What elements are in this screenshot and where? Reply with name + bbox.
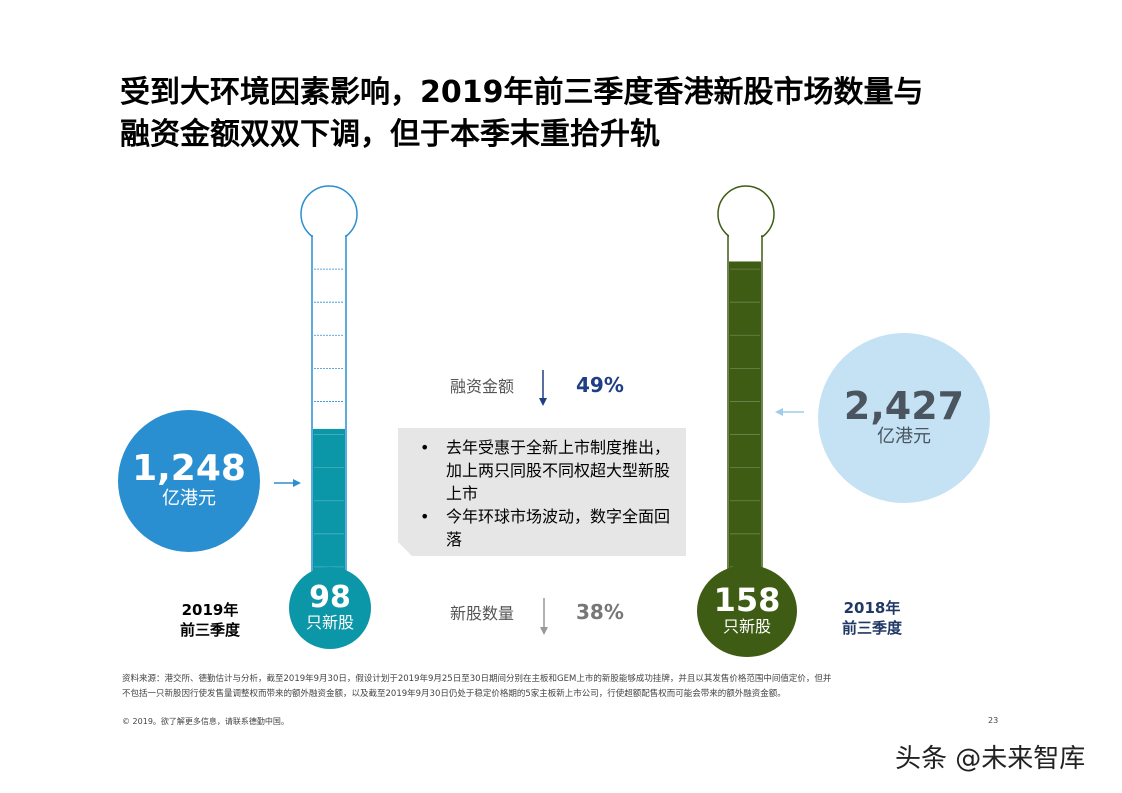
footnote-line-1: 资料来源：港交所、德勤估计与分析，截至2019年9月30日，假设计划于2019年… bbox=[122, 674, 832, 684]
ipo-count-bulb-2019: 98 只新股 bbox=[289, 567, 371, 649]
ipo-count-bulb-2018: 158 只新股 bbox=[697, 565, 797, 657]
count-change: 新股数量 38% bbox=[450, 600, 624, 624]
ipo-count-2019: 98 bbox=[309, 579, 351, 615]
count-change-value: 38% bbox=[576, 600, 624, 624]
funds-unit-2019: 亿港元 bbox=[162, 488, 216, 510]
ipo-count-unit-2018: 只新股 bbox=[722, 617, 771, 637]
watermark: 头条 @未来智库 bbox=[895, 744, 1086, 774]
funds-circle-2019: 1,248 亿港元 bbox=[118, 410, 260, 552]
source-footnote: 资料来源：港交所、德勤估计与分析，截至2019年9月30日，假设计划于2019年… bbox=[122, 672, 1022, 702]
callout-text: 去年受惠于全新上市制度推出，加上两只同股不同权超大型新股上市 今年环球市场波动，… bbox=[414, 436, 676, 551]
ipo-count-2018: 158 bbox=[713, 580, 781, 619]
arrow-2019 bbox=[274, 479, 301, 487]
period-label-2018: 2018年 前三季度 bbox=[822, 598, 922, 638]
funds-change: 融资金额 49% bbox=[450, 373, 624, 397]
funds-down-arrow-icon bbox=[539, 370, 547, 406]
thermometer-2018 bbox=[717, 185, 775, 601]
funds-value-2018: 2,427 bbox=[843, 384, 965, 429]
funds-value-2019: 1,248 bbox=[132, 448, 246, 490]
period-quarters-2019: 前三季度 bbox=[179, 621, 240, 639]
arrow-2018 bbox=[775, 408, 804, 416]
thermometer-2019 bbox=[300, 185, 358, 601]
period-year-2018: 2018年 bbox=[843, 599, 901, 617]
thermo-neck bbox=[729, 224, 761, 238]
callout-bullet: 去年受惠于全新上市制度推出，加上两只同股不同权超大型新股上市 bbox=[414, 436, 676, 505]
title-line-1: 受到大环境因素影响，2019年前三季度香港新股市场数量与 bbox=[120, 75, 924, 110]
period-quarters-2018: 前三季度 bbox=[841, 619, 902, 637]
page-title: 受到大环境因素影响，2019年前三季度香港新股市场数量与 融资金额双双下调，但于… bbox=[120, 72, 1020, 156]
funds-change-value: 49% bbox=[576, 373, 624, 397]
page-number: 23 bbox=[988, 716, 999, 725]
funds-change-label: 融资金额 bbox=[450, 377, 515, 396]
period-label-2019: 2019年 前三季度 bbox=[160, 600, 260, 640]
period-year-2019: 2019年 bbox=[181, 601, 239, 619]
funds-circle-2018: 2,427 亿港元 bbox=[818, 333, 990, 503]
title-line-2: 融资金额双双下调，但于本季末重拾升轨 bbox=[120, 117, 660, 152]
copyright: © 2019。欲了解更多信息，请联系德勤中国。 bbox=[122, 717, 289, 726]
count-change-label: 新股数量 bbox=[450, 604, 515, 623]
thermo-neck bbox=[313, 224, 345, 238]
thermo-fill bbox=[729, 261, 761, 600]
callout-bullet: 今年环球市场波动，数字全面回落 bbox=[414, 505, 676, 551]
footnote-line-2: 不包括一只新股因行使发售量调整权而带来的额外融资金额，以及截至2019年9月30… bbox=[122, 689, 786, 699]
count-down-arrow-icon bbox=[540, 598, 548, 635]
funds-unit-2018: 亿港元 bbox=[877, 426, 931, 448]
ipo-count-unit-2019: 只新股 bbox=[305, 613, 354, 633]
